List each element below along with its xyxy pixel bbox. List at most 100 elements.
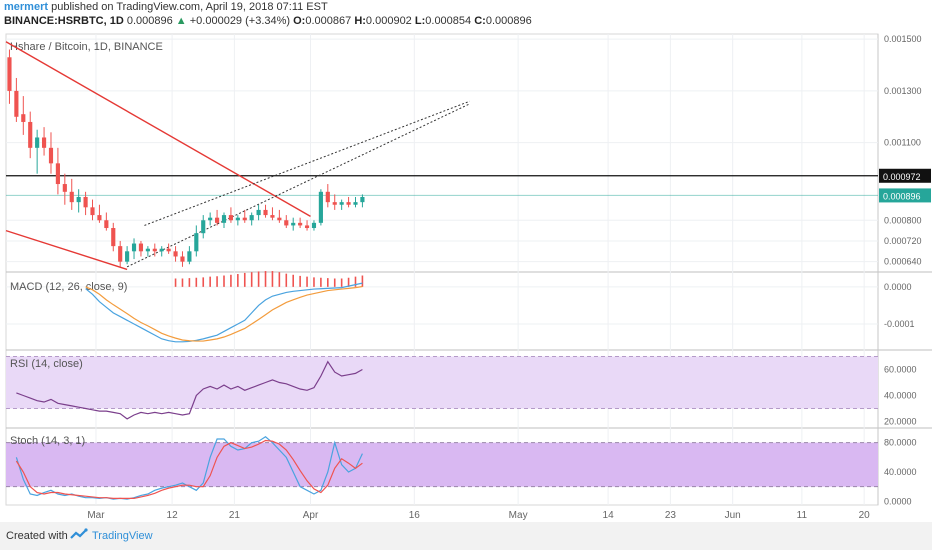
chart-canvas[interactable]: Mar 12 21 Apr 16 May 14 23 Jun 11 20 0.000640 0.0007… xyxy=(0,0,932,522)
candle-body xyxy=(194,233,199,252)
candle-body xyxy=(270,215,275,218)
candle-body xyxy=(263,209,268,216)
last-price-box xyxy=(879,188,931,203)
publish-info: published on TradingView.com, April 19, … xyxy=(51,1,328,13)
candle-body xyxy=(69,191,74,203)
chart-title: Hshare / Bitcoin, 1D, BINANCE xyxy=(10,41,163,53)
candle-body xyxy=(208,217,213,221)
candle-body xyxy=(55,163,60,185)
x-tick-label: 21 xyxy=(229,510,241,521)
candle-body xyxy=(325,191,330,203)
x-tick-label: 12 xyxy=(167,510,179,521)
plot-frame xyxy=(5,33,879,506)
candle-body xyxy=(62,184,67,192)
change-up-icon: ▲ xyxy=(175,15,187,27)
stoch-d-line xyxy=(15,439,363,499)
candle-body xyxy=(7,57,12,91)
candle-body xyxy=(21,114,26,122)
downtrend-line xyxy=(5,41,311,217)
candle-body xyxy=(249,215,254,221)
x-tick-label: Jun xyxy=(725,510,741,521)
chart-header: mermert published on TradingView.com, Ap… xyxy=(0,0,932,30)
wedge-lower-line xyxy=(126,103,470,268)
footer: Created with TradingView xyxy=(0,522,932,550)
candle-body xyxy=(97,215,102,221)
candle-body xyxy=(111,228,116,247)
tradingview-logo-icon xyxy=(70,528,88,539)
x-tick-label: May xyxy=(509,510,528,521)
close-value: 0.000896 xyxy=(485,15,532,27)
stoch-tick-label: 80.0000 xyxy=(884,438,917,448)
stoch-title: Stoch (14, 3, 1) xyxy=(10,435,85,447)
rsi-tick-label: 20.0000 xyxy=(884,417,917,427)
low-label: L: xyxy=(414,15,426,27)
last-price-label: 0.000896 xyxy=(883,191,921,201)
candle-body xyxy=(83,196,88,208)
x-tick-label: 20 xyxy=(859,510,871,521)
candle-body xyxy=(125,251,130,262)
candle-body xyxy=(180,256,185,262)
candle-body xyxy=(298,222,303,226)
y-tick-label: 0.001500 xyxy=(884,34,922,44)
macd-tick-label: -0.0001 xyxy=(884,319,915,329)
price-change: +0.000029 (+3.34%) xyxy=(189,15,291,27)
candle-body xyxy=(311,222,317,229)
resistance-price-label: 0.000972 xyxy=(883,172,921,182)
open-label: O: xyxy=(293,15,306,27)
x-tick-label: 23 xyxy=(665,510,677,521)
x-tick-label: Mar xyxy=(87,510,105,521)
author-name[interactable]: mermert xyxy=(4,1,49,13)
candle-body xyxy=(90,207,95,216)
candle-body xyxy=(291,222,296,226)
candle-body xyxy=(201,220,206,234)
wedge-upper-line xyxy=(144,100,470,226)
candle-body xyxy=(118,246,123,262)
candle-body xyxy=(256,209,261,216)
candle-body xyxy=(104,220,109,229)
candle-body xyxy=(76,196,81,203)
candle-body xyxy=(48,147,54,164)
macd-signal-line xyxy=(85,285,363,342)
candle-body xyxy=(277,217,282,221)
rsi-tick-label: 40.0000 xyxy=(884,391,917,401)
candle-body xyxy=(131,243,137,252)
candle-body xyxy=(346,202,351,205)
x-tick-label: 14 xyxy=(603,510,615,521)
candle-body xyxy=(35,137,40,148)
candle-body xyxy=(159,248,164,252)
macd-line xyxy=(85,282,363,343)
last-price: 0.000896 xyxy=(126,15,173,27)
tradingview-brand[interactable]: TradingView xyxy=(92,530,153,542)
candle-body xyxy=(152,248,157,252)
y-tick-label: 0.001300 xyxy=(884,86,922,96)
rsi-title: RSI (14, close) xyxy=(10,358,83,370)
candle-body xyxy=(41,137,47,148)
candle-body xyxy=(166,248,171,252)
resistance-price-box xyxy=(879,168,931,183)
candle-body xyxy=(284,220,289,226)
candle-body xyxy=(173,251,178,257)
candle-body xyxy=(138,243,144,252)
candle-body xyxy=(304,225,310,229)
candle-body xyxy=(235,217,240,221)
stoch-tick-label: 0.0000 xyxy=(884,496,912,506)
x-tick-label: 11 xyxy=(797,510,808,521)
x-tick-label: 16 xyxy=(409,510,421,521)
stoch-band xyxy=(6,442,878,487)
high-label: H: xyxy=(354,15,366,27)
close-label: C: xyxy=(474,15,486,27)
stoch-tick-label: 40.0000 xyxy=(884,467,917,477)
candle-body xyxy=(339,202,344,205)
publish-line: mermert published on TradingView.com, Ap… xyxy=(4,1,328,13)
y-tick-label: 0.000640 xyxy=(884,257,922,267)
candle-body xyxy=(353,202,358,205)
y-tick-label: 0.001100 xyxy=(884,138,921,148)
candle-body xyxy=(215,217,220,223)
low-value: 0.000854 xyxy=(425,15,472,27)
candle-body xyxy=(318,191,323,223)
candle-body xyxy=(360,196,365,203)
high-value: 0.000902 xyxy=(365,15,412,27)
y-tick-label: 0.000800 xyxy=(884,215,922,225)
rsi-tick-label: 60.0000 xyxy=(884,365,917,375)
candle-body xyxy=(14,90,19,117)
